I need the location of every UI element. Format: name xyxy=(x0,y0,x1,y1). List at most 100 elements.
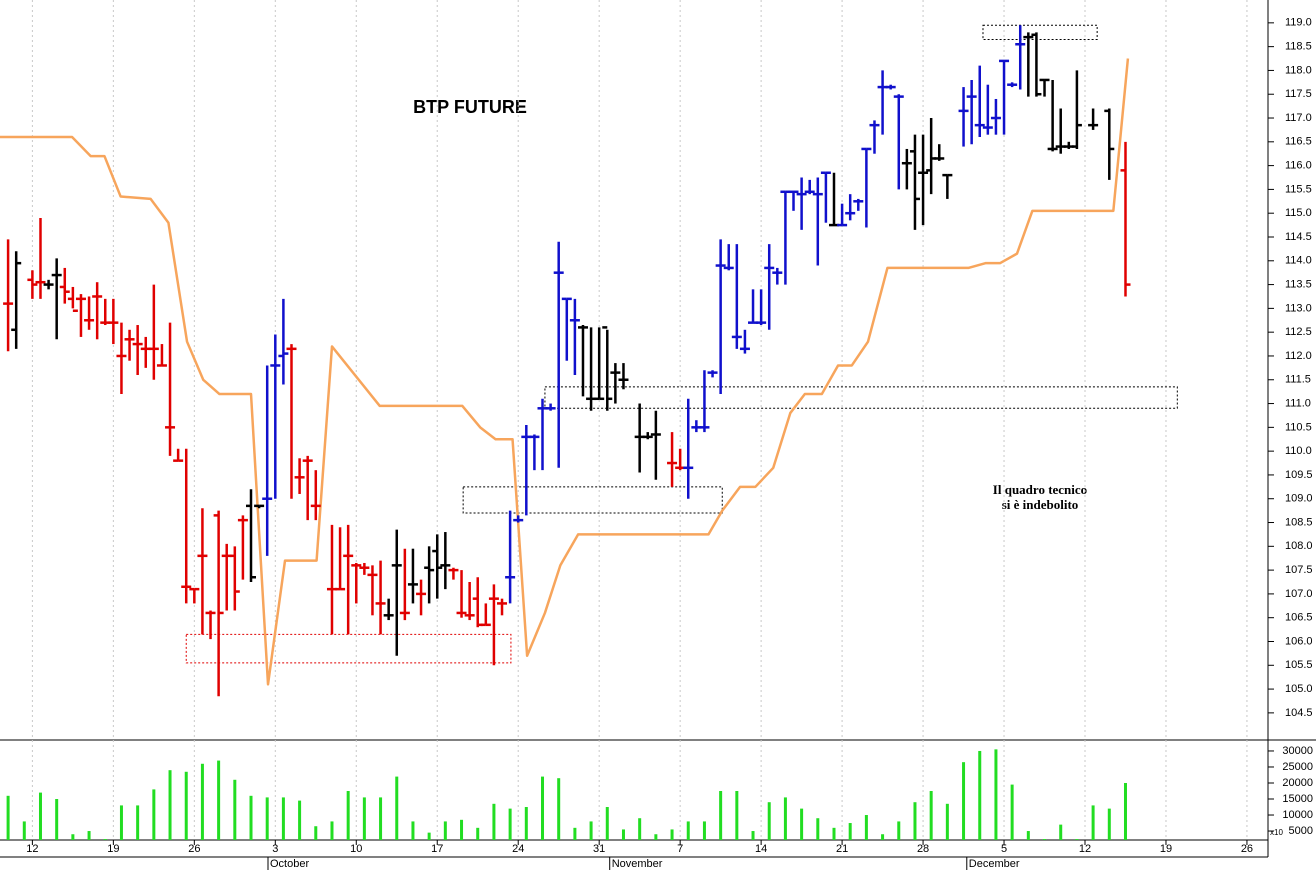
y-tick-label: 118.5 xyxy=(1285,41,1312,53)
volume-bar xyxy=(767,802,771,840)
volume-bar xyxy=(1059,824,1063,840)
volume-bar xyxy=(1107,808,1111,840)
volume-bar xyxy=(686,821,690,840)
x-tick-label: 12 xyxy=(1079,843,1091,855)
y-tick-label: 108.5 xyxy=(1285,516,1313,528)
stop-line xyxy=(0,58,1130,686)
volume-bar xyxy=(1026,831,1030,840)
volume-bar xyxy=(346,791,350,840)
volume-bar xyxy=(881,834,885,840)
y-tick-label: 108.0 xyxy=(1285,540,1313,552)
x-tick-label: 19 xyxy=(107,843,119,855)
volume-bar xyxy=(654,834,658,840)
highlight-box xyxy=(185,633,512,664)
x-tick-label: 10 xyxy=(350,843,362,855)
volume-bar xyxy=(330,821,334,840)
volume-bar xyxy=(751,831,755,840)
volume-bar xyxy=(136,805,140,840)
volume-bar xyxy=(184,771,188,840)
volume-bar xyxy=(557,778,561,840)
annotation: si è indebolito xyxy=(1002,497,1079,512)
volume-bar xyxy=(897,821,901,840)
volume-bar xyxy=(265,797,269,840)
volume-bar xyxy=(1123,782,1127,840)
y-tick-label: 119.0 xyxy=(1285,17,1312,29)
volume-bar xyxy=(200,763,204,840)
y-tick-label: 5000 xyxy=(1289,825,1313,837)
y-tick-label: 107.0 xyxy=(1285,588,1313,600)
volume-bar xyxy=(71,834,75,840)
y-tick-label: 106.0 xyxy=(1285,635,1313,647)
y-tick-label: 114.0 xyxy=(1285,255,1312,267)
y-tick-label: 115.5 xyxy=(1285,183,1312,195)
volume-bar xyxy=(945,803,949,840)
y-tick-label: 116.5 xyxy=(1285,136,1312,148)
y-tick-label: 109.0 xyxy=(1285,493,1313,505)
volume-bar xyxy=(621,829,625,840)
volume-bar xyxy=(119,805,123,840)
volume-bar xyxy=(395,776,399,840)
y-tick-label: 110.0 xyxy=(1285,445,1312,457)
volume-bar xyxy=(929,791,933,840)
month-label: October xyxy=(270,858,309,870)
y-tick-label: 110.5 xyxy=(1285,421,1312,433)
volume-bar xyxy=(832,827,836,840)
volume-bar xyxy=(55,799,59,840)
month-label: November xyxy=(612,858,663,870)
volume-bar xyxy=(670,829,674,840)
volume-bar xyxy=(864,815,868,840)
x-tick-label: 12 xyxy=(26,843,38,855)
y-tick-label: 112.0 xyxy=(1285,350,1312,362)
volume-bar xyxy=(1010,784,1014,840)
x-tick-label: 5 xyxy=(1001,843,1007,855)
volume-bar xyxy=(6,795,10,840)
y-tick-label: 114.5 xyxy=(1285,231,1312,243)
volume-bar xyxy=(443,821,447,840)
y-tick-label: 105.5 xyxy=(1285,659,1313,671)
y-tick-label: 10000 xyxy=(1282,809,1313,821)
volume-bar xyxy=(783,797,787,840)
y-tick-label: 109.5 xyxy=(1285,469,1313,481)
y-tick-label: 25000 xyxy=(1282,761,1313,773)
x-tick-label: 26 xyxy=(188,843,200,855)
annotation: Il quadro tecnico xyxy=(993,482,1087,497)
volume-bar xyxy=(605,807,609,840)
y-tick-label: 15000 xyxy=(1282,793,1313,805)
volume-bar xyxy=(168,770,172,840)
x-tick-label: 19 xyxy=(1160,843,1172,855)
volume-bar xyxy=(476,827,480,840)
volume-bar xyxy=(249,795,253,840)
volume-bar xyxy=(492,803,496,840)
x-tick-label: 17 xyxy=(431,843,443,855)
volume-bar xyxy=(314,826,318,840)
volume-bar xyxy=(379,797,383,840)
y-tick-label: 115.0 xyxy=(1285,207,1312,219)
volume-bar xyxy=(298,800,302,840)
volume-bar xyxy=(524,807,528,840)
y-tick-label: 104.5 xyxy=(1285,707,1313,719)
volume-bar xyxy=(800,808,804,840)
volume-bar xyxy=(702,821,706,840)
volume-bar xyxy=(638,818,642,840)
volume-bar xyxy=(38,792,42,840)
volume-bar xyxy=(962,762,966,840)
volume-bar xyxy=(848,823,852,840)
y-tick-label: 30000 xyxy=(1282,745,1313,757)
x-tick-label: 3 xyxy=(272,843,278,855)
volume-bar xyxy=(1075,839,1079,840)
volume-bar xyxy=(735,791,739,840)
x-tick-label: 26 xyxy=(1241,843,1253,855)
y-tick-label: 116.0 xyxy=(1285,160,1312,172)
highlight-box xyxy=(544,386,1178,409)
volume-scale-note: x10 xyxy=(1270,828,1283,837)
month-label: December xyxy=(969,858,1020,870)
highlight-box xyxy=(462,486,723,514)
highlight-box xyxy=(982,24,1098,40)
x-tick-label: 14 xyxy=(755,843,767,855)
y-tick-label: 107.5 xyxy=(1285,564,1313,576)
x-tick-label: 21 xyxy=(836,843,848,855)
x-tick-label: 7 xyxy=(677,843,683,855)
x-tick-label: 28 xyxy=(917,843,929,855)
volume-bar xyxy=(1091,805,1095,840)
x-tick-label: 31 xyxy=(593,843,605,855)
